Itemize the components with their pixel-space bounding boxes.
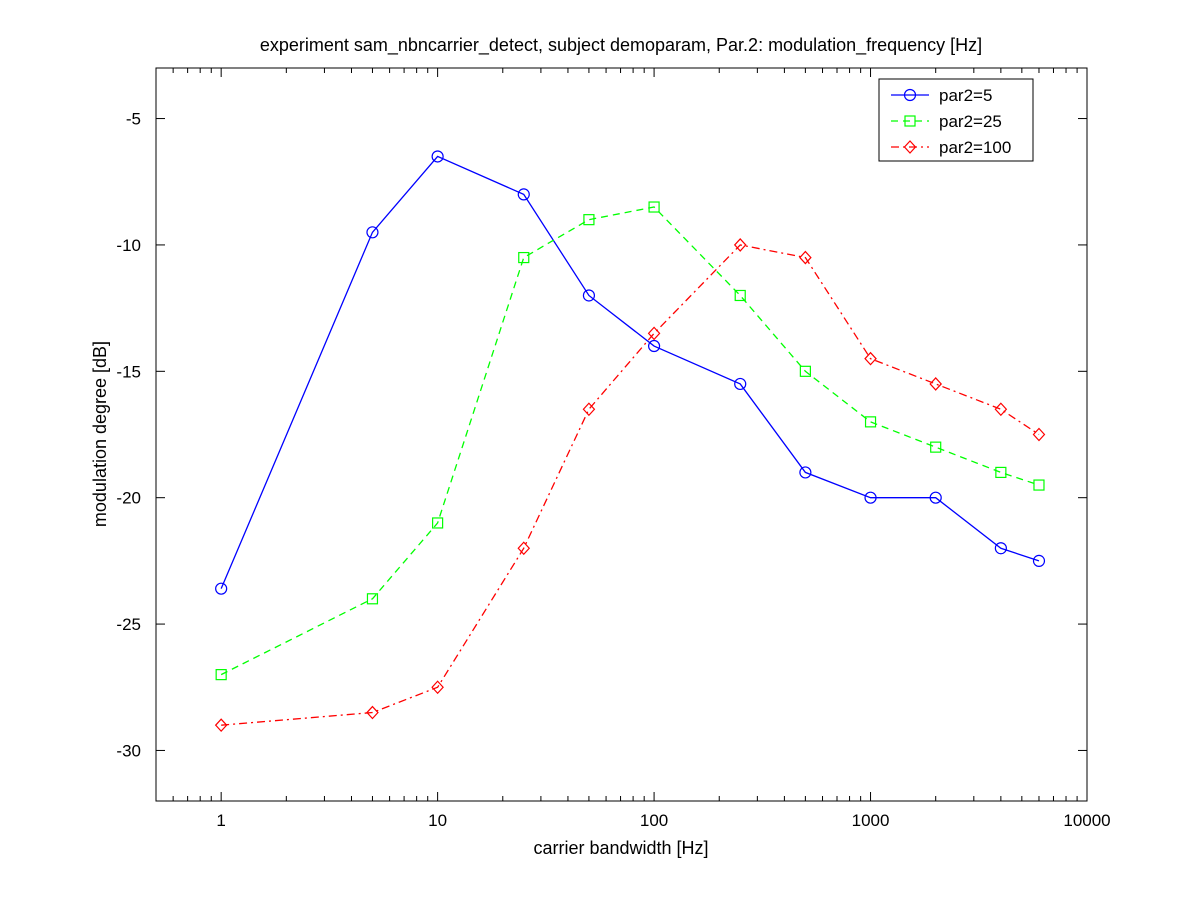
data-point-square [864,416,877,428]
y-tick-label: -5 [126,110,141,129]
data-point-square [583,214,595,226]
data-point-circle [647,339,661,353]
data-point-diamond [929,377,943,391]
x-axis-title: carrier bandwidth [Hz] [533,838,708,858]
data-point-diamond [647,326,661,341]
legend-item: par2=100 [891,138,1011,157]
data-point-square [366,593,379,605]
data-point-diamond [1032,427,1046,442]
data-point-diamond [582,402,596,417]
series-line [220,155,1040,589]
data-point-circle [994,542,1007,555]
data-point-square [904,115,916,127]
series-line [221,244,1040,726]
data-point-diamond [864,351,877,366]
data-point-circle [903,88,917,102]
y-tick-label: -30 [116,741,141,760]
data-point-square [734,289,746,302]
data-point-square [799,365,811,377]
legend-item: par2=25 [891,112,1002,131]
data-point-diamond [903,140,917,154]
y-tick-label: -15 [116,362,141,381]
data-point-square [518,251,530,264]
data-point-square [995,466,1007,479]
data-point-circle [215,582,228,595]
series-line [220,206,1040,676]
data-point-square [432,517,444,529]
legend: par2=5 par2=25 par2=100 [878,78,1034,162]
data-point-circle [431,150,444,163]
series-layer [214,150,1046,733]
data-point-diamond [799,250,812,265]
legend-label: par2=5 [939,86,992,105]
data-point-circle [366,226,379,239]
series-1 [215,150,1046,595]
data-point-diamond [994,402,1008,417]
data-point-circle [799,466,812,479]
data-point-diamond [431,680,444,695]
data-point-circle [864,491,877,504]
data-point-circle [517,188,530,201]
x-tick-label: 10000 [1063,811,1110,830]
data-point-square [930,441,942,453]
data-point-circle [582,289,596,302]
x-tick-label: 1000 [852,811,890,830]
data-point-square [215,669,227,681]
plot-area [155,67,1088,802]
data-point-circle [1032,554,1046,567]
data-point-diamond [214,718,228,733]
data-point-diamond [517,541,531,556]
series-3 [214,238,1046,733]
legend-item: par2=5 [891,86,992,105]
y-tick-label: -25 [116,615,141,634]
legend-label: par2=25 [939,112,1002,131]
data-point-circle [734,377,747,391]
x-tick-label: 10 [428,811,447,830]
legend-label: par2=100 [939,138,1011,157]
data-point-diamond [733,238,747,252]
y-tick-label: -10 [116,236,141,255]
axis-ticks: 1 10 100 1000 10000 -30 -25 -20 -15 -10 -5 [116,68,1111,830]
series-2 [215,201,1045,681]
data-point-circle [929,491,942,504]
x-tick-label: 100 [640,811,668,830]
y-tick-label: -20 [116,489,141,508]
data-point-diamond [366,705,379,720]
data-point-square [648,201,660,213]
x-tick-label: 1 [216,811,225,830]
y-axis-title: modulation degree [dB] [90,341,110,527]
data-point-square [1033,479,1045,491]
chart-title: experiment sam_nbncarrier_detect, subjec… [260,35,982,56]
